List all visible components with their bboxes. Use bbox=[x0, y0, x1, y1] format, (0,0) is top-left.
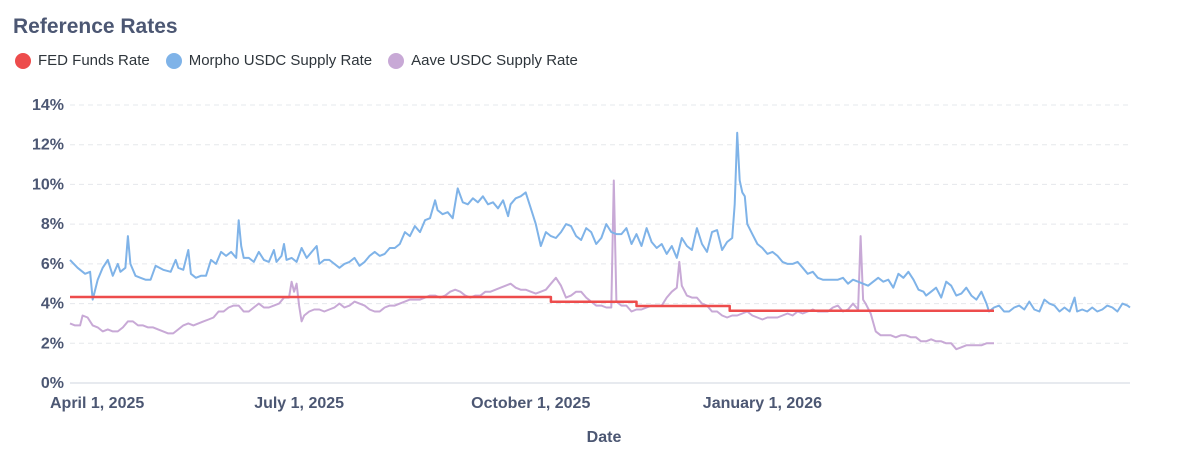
legend-item-aave[interactable]: Aave USDC Supply Rate bbox=[388, 52, 578, 69]
y-tick-label: 2% bbox=[41, 335, 64, 352]
x-tick-label: January 1, 2026 bbox=[703, 395, 822, 412]
y-tick-label: 6% bbox=[41, 256, 64, 273]
legend-label-morpho: Morpho USDC Supply Rate bbox=[188, 52, 373, 69]
legend-item-morpho[interactable]: Morpho USDC Supply Rate bbox=[165, 52, 373, 69]
y-tick-label: 12% bbox=[32, 137, 64, 154]
aave-usdc-supply-rate-line[interactable] bbox=[69, 179, 994, 351]
y-tick-label: 8% bbox=[41, 216, 64, 233]
chart-title: Reference Rates bbox=[13, 15, 178, 38]
x-axis-ticks: April 1, 2025 July 1, 2025 October 1, 2025… bbox=[50, 395, 822, 412]
series-lines bbox=[69, 131, 1131, 351]
grid-lines bbox=[70, 104, 1130, 344]
legend-label-aave: Aave USDC Supply Rate bbox=[411, 52, 578, 69]
fed-funds-rate-line[interactable] bbox=[70, 295, 994, 312]
y-tick-label: 14% bbox=[32, 97, 64, 114]
legend-dot-morpho bbox=[165, 52, 182, 69]
x-axis-title: Date bbox=[587, 429, 622, 446]
legend-item-fed[interactable]: FED Funds Rate bbox=[15, 52, 150, 69]
y-tick-label: 4% bbox=[41, 296, 64, 313]
legend-label-fed: FED Funds Rate bbox=[38, 52, 150, 69]
legend: FED Funds Rate Morpho USDC Supply Rate A… bbox=[15, 52, 594, 69]
x-tick-label: October 1, 2025 bbox=[471, 395, 590, 412]
y-tick-label: 10% bbox=[32, 176, 64, 193]
legend-dot-fed bbox=[15, 52, 31, 69]
x-tick-label: July 1, 2025 bbox=[254, 395, 344, 412]
morpho-usdc-supply-rate-line[interactable] bbox=[69, 131, 1131, 313]
x-tick-label: April 1, 2025 bbox=[50, 395, 144, 412]
y-tick-label: 0% bbox=[41, 375, 64, 392]
legend-dot-aave bbox=[388, 52, 405, 69]
y-axis-ticks: 0% 2% 4% 6% 8% 10% 12% 14% bbox=[32, 97, 64, 392]
